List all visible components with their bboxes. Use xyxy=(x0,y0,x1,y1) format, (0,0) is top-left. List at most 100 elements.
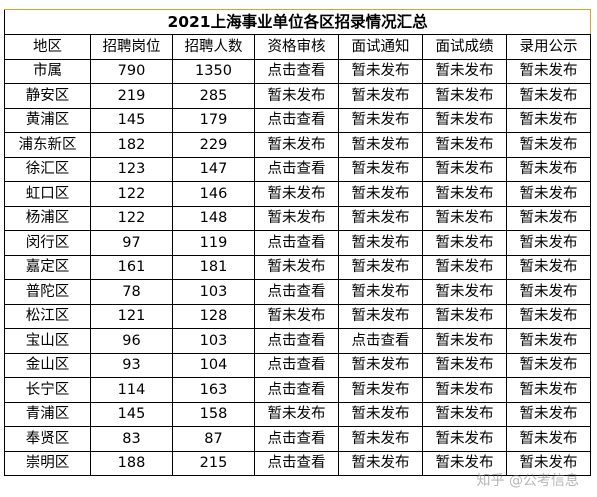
table-row: 嘉定区 161 181 暂未发布 暂未发布 暂未发布 暂未发布 xyxy=(4,254,592,280)
interview-score-cell: 暂未发布 xyxy=(422,156,507,182)
qualification-link[interactable]: 点击查看 xyxy=(254,107,339,133)
hiring-notice-cell: 暂未发布 xyxy=(505,328,592,354)
positions-cell: 83 xyxy=(90,426,173,452)
qualification-link[interactable]: 点击查看 xyxy=(254,377,339,403)
people-cell: 229 xyxy=(172,132,255,158)
positions-cell: 97 xyxy=(90,230,173,256)
area-cell: 青浦区 xyxy=(4,401,91,427)
positions-cell: 161 xyxy=(90,254,173,280)
interview-score-cell: 暂未发布 xyxy=(422,58,507,84)
table-row: 宝山区 96 103 点击查看 点击查看 暂未发布 暂未发布 xyxy=(4,328,592,354)
interview-notice-cell: 暂未发布 xyxy=(338,83,423,109)
interview-score-cell: 暂未发布 xyxy=(422,450,507,476)
qualification-link[interactable]: 点击查看 xyxy=(254,279,339,305)
positions-cell: 182 xyxy=(90,132,173,158)
interview-score-cell: 暂未发布 xyxy=(422,132,507,158)
hiring-notice-cell: 暂未发布 xyxy=(505,107,592,133)
qualification-cell: 暂未发布 xyxy=(254,83,339,109)
positions-cell: 93 xyxy=(90,352,173,378)
interview-notice-cell: 暂未发布 xyxy=(338,450,423,476)
positions-cell: 122 xyxy=(90,205,173,231)
title-row: 2021上海事业单位各区招录情况汇总 xyxy=(3,9,592,35)
qualification-link[interactable]: 点击查看 xyxy=(254,230,339,256)
table-row: 金山区 93 104 点击查看 暂未发布 暂未发布 暂未发布 xyxy=(4,352,592,378)
hiring-notice-cell: 暂未发布 xyxy=(505,230,592,256)
interview-score-cell: 暂未发布 xyxy=(422,426,507,452)
qualification-link[interactable]: 点击查看 xyxy=(254,58,339,84)
qualification-link[interactable]: 点击查看 xyxy=(254,156,339,182)
interview-notice-cell: 暂未发布 xyxy=(338,230,423,256)
people-cell: 104 xyxy=(172,352,255,378)
area-cell: 虹口区 xyxy=(4,181,91,207)
hiring-notice-cell: 暂未发布 xyxy=(505,303,592,329)
table-row: 松江区 121 128 暂未发布 暂未发布 暂未发布 暂未发布 xyxy=(4,303,592,329)
interview-score-cell: 暂未发布 xyxy=(422,230,507,256)
people-cell: 146 xyxy=(172,181,255,207)
people-cell: 163 xyxy=(172,377,255,403)
hiring-notice-cell: 暂未发布 xyxy=(505,254,592,280)
hiring-notice-cell: 暂未发布 xyxy=(505,132,592,158)
people-cell: 1350 xyxy=(172,58,255,84)
qualification-cell: 暂未发布 xyxy=(254,303,339,329)
qualification-link[interactable]: 点击查看 xyxy=(254,450,339,476)
area-cell: 松江区 xyxy=(4,303,91,329)
people-cell: 119 xyxy=(172,230,255,256)
area-cell: 长宁区 xyxy=(4,377,91,403)
people-cell: 179 xyxy=(172,107,255,133)
interview-notice-cell: 暂未发布 xyxy=(338,377,423,403)
qualification-cell: 暂未发布 xyxy=(254,254,339,280)
hiring-notice-cell: 暂未发布 xyxy=(505,205,592,231)
interview-notice-cell: 暂未发布 xyxy=(338,254,423,280)
area-cell: 浦东新区 xyxy=(4,132,91,158)
people-cell: 147 xyxy=(172,156,255,182)
recruitment-summary-table: 2021上海事业单位各区招录情况汇总 地区 招聘岗位 招聘人数 资格审核 面试通… xyxy=(3,9,592,476)
people-cell: 103 xyxy=(172,279,255,305)
table-row: 普陀区 78 103 点击查看 暂未发布 暂未发布 暂未发布 xyxy=(4,279,592,305)
people-cell: 215 xyxy=(172,450,255,476)
table-row: 虹口区 122 146 暂未发布 暂未发布 暂未发布 暂未发布 xyxy=(4,181,592,207)
hiring-notice-cell: 暂未发布 xyxy=(505,181,592,207)
people-cell: 128 xyxy=(172,303,255,329)
qualification-link[interactable]: 点击查看 xyxy=(254,352,339,378)
positions-cell: 145 xyxy=(90,401,173,427)
positions-cell: 123 xyxy=(90,156,173,182)
table-row: 浦东新区 182 229 暂未发布 暂未发布 暂未发布 暂未发布 xyxy=(4,132,592,158)
people-cell: 285 xyxy=(172,83,255,109)
interview-notice-cell: 暂未发布 xyxy=(338,132,423,158)
area-cell: 宝山区 xyxy=(4,328,91,354)
area-cell: 黄浦区 xyxy=(4,107,91,133)
interview-notice-cell: 暂未发布 xyxy=(338,156,423,182)
interview-notice-cell: 暂未发布 xyxy=(338,279,423,305)
interview-score-cell: 暂未发布 xyxy=(422,83,507,109)
hiring-notice-cell: 暂未发布 xyxy=(505,377,592,403)
interview-score-cell: 暂未发布 xyxy=(422,279,507,305)
positions-cell: 122 xyxy=(90,181,173,207)
hiring-notice-cell: 暂未发布 xyxy=(505,83,592,109)
hiring-notice-cell: 暂未发布 xyxy=(505,279,592,305)
interview-score-cell: 暂未发布 xyxy=(422,107,507,133)
header-row: 地区 招聘岗位 招聘人数 资格审核 面试通知 面试成绩 录用公示 xyxy=(4,34,592,60)
header-positions: 招聘岗位 xyxy=(90,34,173,60)
area-cell: 徐汇区 xyxy=(4,156,91,182)
hiring-notice-cell: 暂未发布 xyxy=(505,156,592,182)
hiring-notice-cell: 暂未发布 xyxy=(505,58,592,84)
positions-cell: 114 xyxy=(90,377,173,403)
interview-notice-cell: 暂未发布 xyxy=(338,303,423,329)
qualification-cell: 暂未发布 xyxy=(254,181,339,207)
area-cell: 静安区 xyxy=(4,83,91,109)
hiring-notice-cell: 暂未发布 xyxy=(505,352,592,378)
people-cell: 158 xyxy=(172,401,255,427)
area-cell: 普陀区 xyxy=(4,279,91,305)
interview-score-cell: 暂未发布 xyxy=(422,377,507,403)
header-area: 地区 xyxy=(4,34,91,60)
interview-notice-cell: 暂未发布 xyxy=(338,401,423,427)
table-row: 青浦区 145 158 暂未发布 暂未发布 暂未发布 暂未发布 xyxy=(4,401,592,427)
interview-notice-cell: 暂未发布 xyxy=(338,58,423,84)
interview-score-cell: 暂未发布 xyxy=(422,328,507,354)
qualification-link[interactable]: 点击查看 xyxy=(254,426,339,452)
qualification-link[interactable]: 点击查看 xyxy=(254,328,339,354)
interview-notice-link[interactable]: 点击查看 xyxy=(338,328,423,354)
qualification-cell: 暂未发布 xyxy=(254,205,339,231)
qualification-cell: 暂未发布 xyxy=(254,132,339,158)
